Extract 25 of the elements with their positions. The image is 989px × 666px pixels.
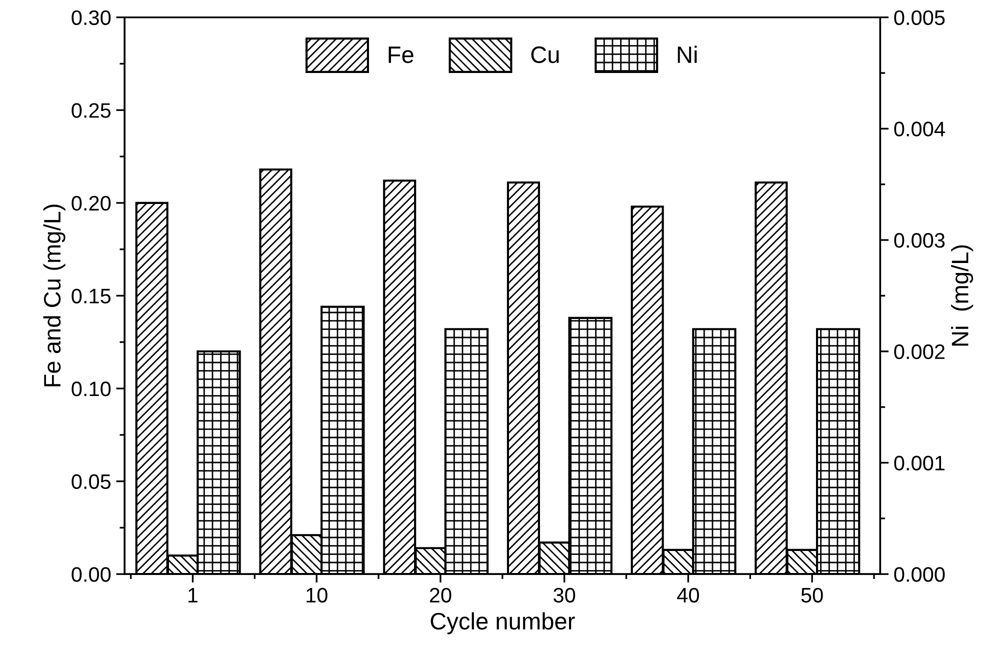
- x-tick-label: 20: [430, 588, 452, 603]
- x-tick-label: 30: [554, 588, 576, 603]
- x-tick-label: 40: [677, 588, 699, 603]
- x-axis-title: Cycle number: [430, 612, 575, 634]
- y2-tick-label: 0.003: [894, 233, 945, 248]
- x-tick-label: 1: [188, 588, 198, 602]
- y-tick-label: 0.30: [72, 10, 111, 26]
- y2-tick-label: 0.005: [894, 10, 945, 26]
- y-tick-label: 0.15: [72, 288, 111, 304]
- y-tick-label: 0.00: [72, 567, 111, 582]
- y-tick-label: 0.20: [72, 196, 111, 211]
- y-tick-label: 0.10: [72, 382, 111, 396]
- y-tick-label: 0.05: [72, 474, 111, 490]
- y2-tick-label: 0.002: [894, 344, 944, 360]
- legend-label: Fe: [388, 46, 414, 64]
- legend-label: Ni: [678, 46, 697, 63]
- x-tick-label: 50: [801, 588, 823, 603]
- y2-tick-label: 0.001: [894, 456, 945, 470]
- y2-axis-title: Ni (mg/L): [951, 245, 974, 346]
- x-tick-label: 10: [306, 588, 328, 603]
- y2-tick-label: 0.000: [894, 567, 945, 582]
- y-axis-title: Fe and Cu (mg/L): [43, 204, 66, 386]
- legend-label: Cu: [531, 46, 559, 64]
- y2-tick-label: 0.004: [894, 122, 945, 136]
- y-tick-label: 0.25: [72, 103, 111, 118]
